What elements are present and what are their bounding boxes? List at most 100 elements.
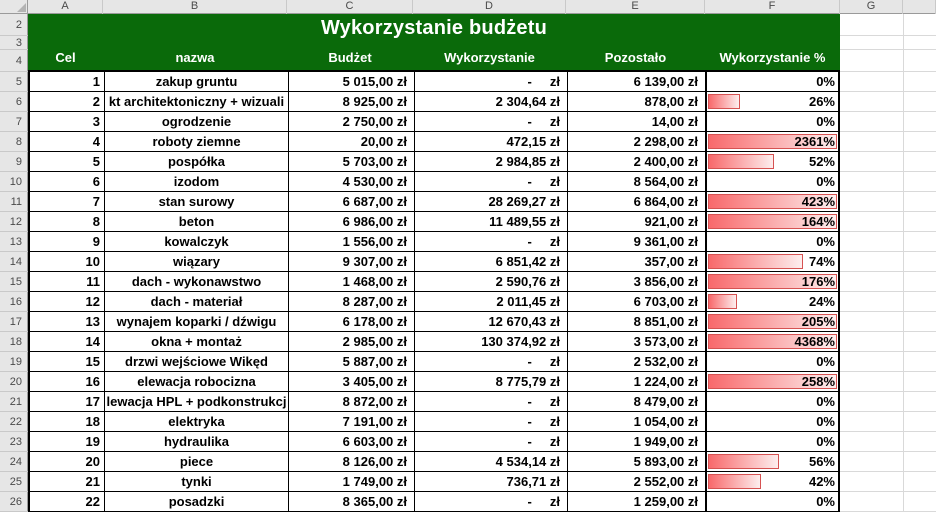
cell-wykorzystanie[interactable]: 4 534,14 zł xyxy=(415,452,568,471)
cell-budzet[interactable]: 5 887,00 zł xyxy=(289,352,415,371)
cell-cel[interactable]: 5 xyxy=(30,152,105,171)
cell-nazwa[interactable]: stan surowy xyxy=(105,192,289,211)
cell-budzet[interactable]: 7 191,00 zł xyxy=(289,412,415,431)
row-header-7[interactable]: 7 xyxy=(0,112,28,132)
cell-procent[interactable]: 164% xyxy=(707,212,838,231)
col-header-C[interactable]: C xyxy=(287,0,413,14)
cell-cel[interactable]: 14 xyxy=(30,332,105,351)
cell-cel[interactable]: 1 xyxy=(30,72,105,91)
cell-cel[interactable]: 20 xyxy=(30,452,105,471)
cell-nazwa[interactable]: elewacja robocizna xyxy=(105,372,289,391)
cell-cel[interactable]: 12 xyxy=(30,292,105,311)
cell-budzet[interactable]: 2 985,00 zł xyxy=(289,332,415,351)
cell-budzet[interactable]: 2 750,00 zł xyxy=(289,112,415,131)
cell-nazwa[interactable]: pospółka xyxy=(105,152,289,171)
cell-nazwa[interactable]: okna + montaż xyxy=(105,332,289,351)
cell-procent[interactable]: 176% xyxy=(707,272,838,291)
cell-procent[interactable]: 52% xyxy=(707,152,838,171)
cell-procent[interactable]: 74% xyxy=(707,252,838,271)
row-header-20[interactable]: 20 xyxy=(0,372,28,392)
cell-cel[interactable]: 19 xyxy=(30,432,105,451)
cell-budzet[interactable]: 8 925,00 zł xyxy=(289,92,415,111)
cell-pozostalo[interactable]: 357,00 zł xyxy=(568,252,707,271)
cell-nazwa[interactable]: roboty ziemne xyxy=(105,132,289,151)
cell-pozostalo[interactable]: 1 054,00 zł xyxy=(568,412,707,431)
select-all-corner[interactable] xyxy=(0,0,28,14)
cell-nazwa[interactable]: kowalczyk xyxy=(105,232,289,251)
cell-pozostalo[interactable]: 1 949,00 zł xyxy=(568,432,707,451)
cell-budzet[interactable]: 6 687,00 zł xyxy=(289,192,415,211)
cell-cel[interactable]: 6 xyxy=(30,172,105,191)
cell-budzet[interactable]: 6 603,00 zł xyxy=(289,432,415,451)
sheet-title[interactable]: Wykorzystanie budżetu xyxy=(320,17,548,39)
header-budzet[interactable]: Budżet xyxy=(328,50,372,65)
row-header-14[interactable]: 14 xyxy=(0,252,28,272)
cell-procent[interactable]: 56% xyxy=(707,452,838,471)
cell-wykorzystanie[interactable]: 472,15 zł xyxy=(415,132,568,151)
cell-budzet[interactable]: 9 307,00 zł xyxy=(289,252,415,271)
cell-pozostalo[interactable]: 6 864,00 zł xyxy=(568,192,707,211)
cell-budzet[interactable]: 20,00 zł xyxy=(289,132,415,151)
col-header-E[interactable]: E xyxy=(566,0,705,14)
cell-procent[interactable]: 0% xyxy=(707,232,838,251)
cell-procent[interactable]: 2361% xyxy=(707,132,838,151)
row-header-8[interactable]: 8 xyxy=(0,132,28,152)
cell-budzet[interactable]: 1 556,00 zł xyxy=(289,232,415,251)
cell-wykorzystanie[interactable]: 6 851,42 zł xyxy=(415,252,568,271)
row-header-2[interactable]: 2 xyxy=(0,14,28,36)
cell-cel[interactable]: 3 xyxy=(30,112,105,131)
cell-cel[interactable]: 2 xyxy=(30,92,105,111)
row-header-19[interactable]: 19 xyxy=(0,352,28,372)
row-header-16[interactable]: 16 xyxy=(0,292,28,312)
cell-nazwa[interactable]: zakup gruntu xyxy=(105,72,289,91)
cell-pozostalo[interactable]: 5 893,00 zł xyxy=(568,452,707,471)
cell-pozostalo[interactable]: 1 224,00 zł xyxy=(568,372,707,391)
row-header-17[interactable]: 17 xyxy=(0,312,28,332)
cell-wykorzystanie[interactable]: 8 775,79 zł xyxy=(415,372,568,391)
cell-budzet[interactable]: 4 530,00 zł xyxy=(289,172,415,191)
cell-nazwa[interactable]: kt architektoniczny + wizuali xyxy=(105,92,289,111)
cell-pozostalo[interactable]: 921,00 zł xyxy=(568,212,707,231)
cell-procent[interactable]: 205% xyxy=(707,312,838,331)
row-header-13[interactable]: 13 xyxy=(0,232,28,252)
cell-pozostalo[interactable]: 8 564,00 zł xyxy=(568,172,707,191)
cell-nazwa[interactable]: tynki xyxy=(105,472,289,491)
cell-nazwa[interactable]: ogrodzenie xyxy=(105,112,289,131)
cell-cel[interactable]: 10 xyxy=(30,252,105,271)
cell-wykorzystanie[interactable]: 28 269,27 zł xyxy=(415,192,568,211)
cell-cel[interactable]: 21 xyxy=(30,472,105,491)
row-header-11[interactable]: 11 xyxy=(0,192,28,212)
cell-wykorzystanie[interactable]: - zł xyxy=(415,352,568,371)
cell-pozostalo[interactable]: 1 259,00 zł xyxy=(568,492,707,511)
cell-procent[interactable]: 423% xyxy=(707,192,838,211)
header-nazwa[interactable]: nazwa xyxy=(175,50,215,65)
cell-nazwa[interactable]: posadzki xyxy=(105,492,289,511)
cell-cel[interactable]: 8 xyxy=(30,212,105,231)
cell-pozostalo[interactable]: 8 851,00 zł xyxy=(568,312,707,331)
col-header-D[interactable]: D xyxy=(413,0,566,14)
header-procent[interactable]: Wykorzystanie % xyxy=(719,50,826,65)
cell-budzet[interactable]: 8 365,00 zł xyxy=(289,492,415,511)
cell-procent[interactable]: 0% xyxy=(707,172,838,191)
cell-procent[interactable]: 0% xyxy=(707,412,838,431)
cell-budzet[interactable]: 5 015,00 zł xyxy=(289,72,415,91)
row-header-21[interactable]: 21 xyxy=(0,392,28,412)
cell-nazwa[interactable]: izodom xyxy=(105,172,289,191)
cell-pozostalo[interactable]: 9 361,00 zł xyxy=(568,232,707,251)
cell-pozostalo[interactable]: 3 573,00 zł xyxy=(568,332,707,351)
cell-procent[interactable]: 0% xyxy=(707,72,838,91)
cell-pozostalo[interactable]: 6 703,00 zł xyxy=(568,292,707,311)
cell-nazwa[interactable]: dach - wykonawstwo xyxy=(105,272,289,291)
cell-procent[interactable]: 0% xyxy=(707,392,838,411)
cell-wykorzystanie[interactable]: 2 011,45 zł xyxy=(415,292,568,311)
cell-pozostalo[interactable]: 2 532,00 zł xyxy=(568,352,707,371)
cell-nazwa[interactable]: drzwi wejściowe Wikęd xyxy=(105,352,289,371)
cell-cel[interactable]: 4 xyxy=(30,132,105,151)
cell-cel[interactable]: 9 xyxy=(30,232,105,251)
cell-cel[interactable]: 18 xyxy=(30,412,105,431)
cell-procent[interactable]: 4368% xyxy=(707,332,838,351)
cell-cel[interactable]: 16 xyxy=(30,372,105,391)
cell-procent[interactable]: 26% xyxy=(707,92,838,111)
row-header-6[interactable]: 6 xyxy=(0,92,28,112)
col-header-G[interactable]: G xyxy=(840,0,903,14)
